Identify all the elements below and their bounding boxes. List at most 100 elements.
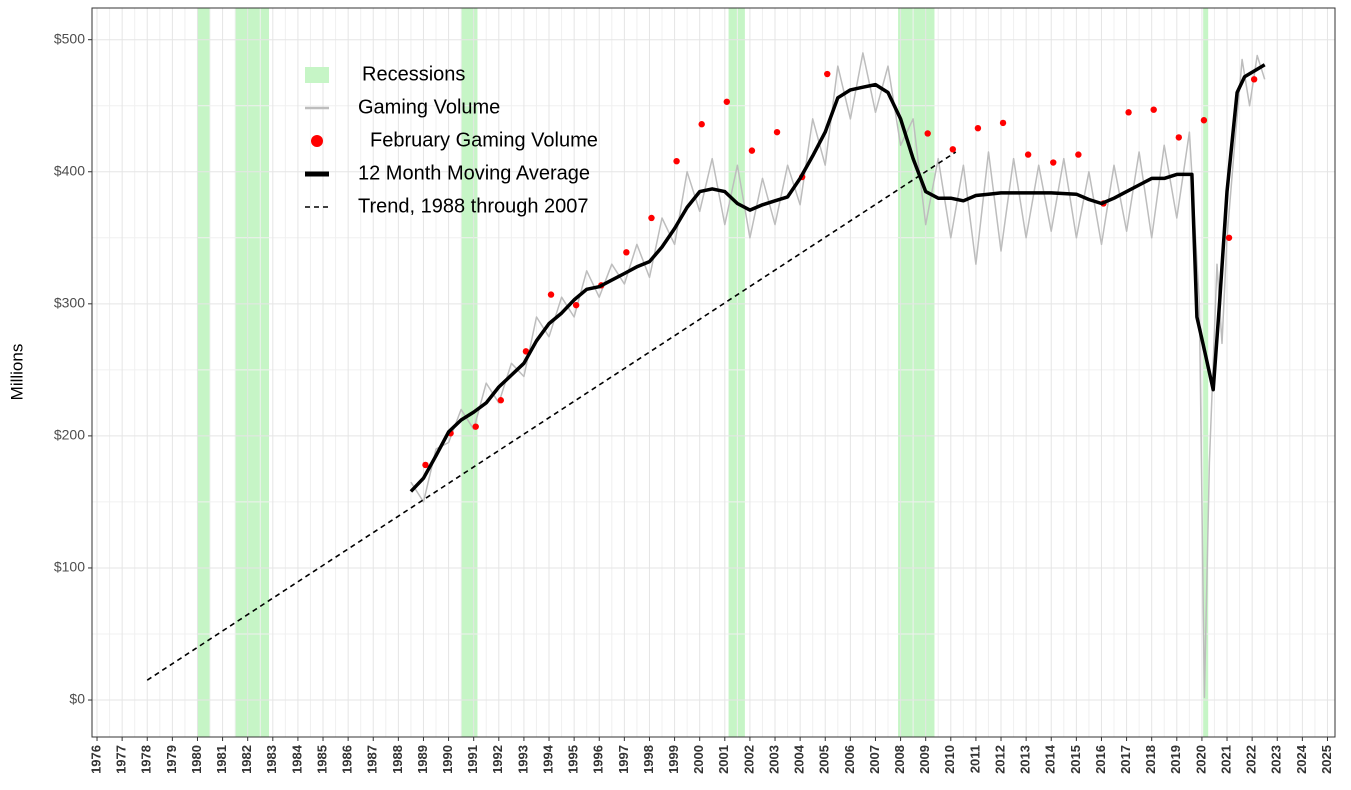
recession-band (1203, 8, 1209, 737)
x-tick-label: 2024 (1294, 744, 1309, 774)
legend-label: Recessions (362, 63, 465, 85)
y-tick-label: $300 (54, 295, 85, 311)
y-tick-label: $400 (54, 162, 85, 178)
x-tick-label: 2013 (1018, 745, 1033, 774)
y-axis-label: Millions (7, 344, 26, 401)
legend-label: Gaming Volume (358, 96, 500, 118)
x-tick-label: 1988 (390, 745, 405, 774)
recession-band (898, 8, 935, 737)
x-tick-label: 1984 (289, 744, 304, 774)
recession-band (728, 8, 745, 737)
x-tick-label: 2001 (716, 745, 731, 774)
x-tick-label: 2010 (942, 745, 957, 774)
x-tick-label: 1980 (189, 745, 204, 774)
data-point (1024, 151, 1032, 158)
data-point (497, 397, 505, 404)
data-point (748, 147, 756, 154)
data-point (648, 214, 655, 222)
x-tick-label: 2009 (917, 745, 932, 774)
x-tick-label: 1979 (164, 745, 179, 774)
x-tick-label: 2023 (1269, 745, 1284, 774)
x-tick-label: 2018 (1143, 745, 1158, 774)
data-point (974, 124, 982, 132)
x-tick-label: 1990 (440, 745, 455, 774)
x-tick-label: 1982 (239, 745, 254, 774)
data-point (547, 291, 555, 298)
legend-label: 12 Month Moving Average (358, 162, 590, 184)
data-point (949, 146, 957, 153)
data-point (1250, 76, 1258, 83)
data-point (1125, 109, 1132, 116)
data-point (673, 157, 680, 165)
x-tick-label: 1977 (114, 745, 129, 774)
data-point (1075, 151, 1082, 158)
x-tick-label: 2007 (867, 745, 882, 774)
x-tick-label: 2005 (817, 745, 832, 774)
x-tick-label: 1998 (641, 745, 656, 774)
data-point (723, 98, 731, 105)
x-tick-label: 2000 (691, 745, 706, 774)
x-tick-label: 2003 (766, 745, 781, 774)
data-point (422, 461, 429, 469)
x-tick-label: 1989 (415, 745, 430, 774)
x-tick-label: 2022 (1244, 745, 1259, 774)
x-tick-label: 2016 (1093, 745, 1108, 774)
legend-key (305, 67, 329, 83)
y-tick-label: $200 (54, 427, 85, 443)
x-tick-label: 1993 (515, 745, 530, 774)
x-tick-label: 2020 (1193, 745, 1208, 774)
x-tick-label: 2021 (1218, 745, 1233, 774)
data-point (1050, 159, 1057, 166)
data-point (698, 121, 705, 128)
x-tick-label: 2014 (1043, 744, 1058, 774)
x-tick-label: 1991 (465, 745, 480, 774)
x-tick-label: 1995 (566, 745, 581, 774)
x-tick-label: 2025 (1319, 745, 1334, 774)
x-tick-label: 1986 (340, 745, 355, 774)
y-tick-label: $100 (54, 559, 85, 575)
x-tick-label: 2017 (1118, 745, 1133, 774)
y-tick-label: $0 (69, 691, 85, 707)
x-tick-label: 2019 (1168, 745, 1183, 774)
data-point (1175, 134, 1183, 141)
data-point (999, 119, 1007, 127)
data-point (572, 301, 580, 309)
x-tick-label: 1976 (88, 745, 103, 774)
x-tick-label: 1985 (314, 745, 329, 774)
series-line (410, 52, 1266, 699)
data-point (824, 70, 831, 78)
x-tick-label: 2004 (792, 744, 807, 774)
data-point (1225, 234, 1233, 241)
x-tick-label: 1983 (264, 745, 279, 774)
x-tick-label: 2015 (1068, 745, 1083, 774)
x-tick-label: 1987 (365, 745, 380, 774)
x-tick-label: 2008 (892, 745, 907, 774)
data-point (522, 348, 530, 355)
recession-band (235, 8, 270, 737)
data-point (1200, 117, 1208, 124)
legend-label: Trend, 1988 through 2007 (358, 195, 589, 217)
legend-label: February Gaming Volume (370, 129, 598, 151)
x-tick-label: 2011 (967, 745, 982, 773)
y-tick-label: $500 (54, 30, 85, 46)
x-tick-label: 1978 (139, 745, 154, 774)
x-tick-label: 1999 (666, 745, 681, 774)
plot-border (91, 7, 1336, 738)
legend-key (311, 135, 323, 147)
x-tick-label: 1992 (490, 745, 505, 774)
x-tick-label: 1996 (591, 745, 606, 774)
x-tick-label: 1994 (540, 744, 555, 774)
data-point (472, 423, 479, 430)
data-point (1150, 106, 1157, 113)
series-line (409, 63, 1266, 493)
x-tick-label: 1981 (214, 745, 229, 774)
data-point (773, 128, 781, 136)
trend-line (146, 151, 957, 681)
x-tick-label: 2012 (992, 745, 1007, 774)
recession-band (197, 8, 211, 737)
x-tick-label: 2002 (741, 745, 756, 774)
data-point (623, 249, 630, 256)
x-tick-label: 2006 (842, 745, 857, 774)
x-tick-label: 1997 (616, 745, 631, 774)
